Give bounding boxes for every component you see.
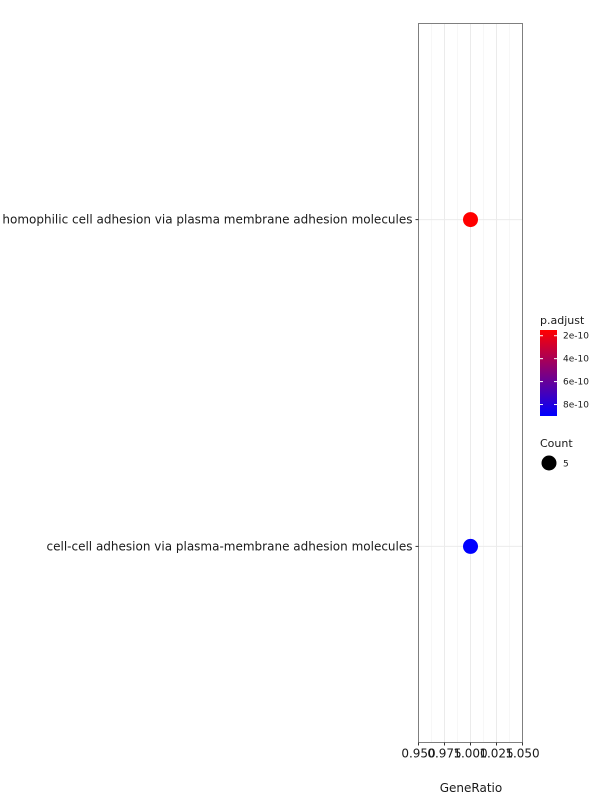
size-legend-key [541,455,557,471]
x-axis-title: GeneRatio [440,781,502,795]
size-legend-title: Count [540,437,573,450]
x-tick-label: 1.025 [479,747,513,761]
points [463,212,478,554]
size-legend: Count 5 [540,437,573,471]
grid [418,23,523,743]
color-legend-label: 8e-10 [563,401,589,411]
color-legend-ticks: 2e-10 4e-10 6e-10 8e-10 [540,332,589,411]
color-legend-label: 4e-10 [563,355,589,365]
data-point [463,212,478,228]
data-point [463,538,478,554]
color-legend-bar [540,330,557,416]
color-legend-label: 6e-10 [563,378,589,388]
color-legend-label: 2e-10 [563,332,589,342]
x-tick-label: 1.050 [505,747,539,761]
color-legend: p.adjust 2e-10 4e-10 6e-10 8e-10 [540,314,589,416]
x-tick-label: 0.975 [427,747,461,761]
color-legend-title: p.adjust [540,314,585,327]
size-legend-label: 5 [563,460,569,470]
x-tick-label: 0.950 [401,747,435,761]
y-category-label: homophilic cell adhesion via plasma memb… [2,213,412,227]
size-legend-items: 5 [541,455,569,471]
x-tick-label: 1.000 [453,747,487,761]
y-axis-labels: homophilic cell adhesion via plasma memb… [2,213,419,553]
y-category-label: cell-cell adhesion via plasma-membrane a… [47,539,413,553]
